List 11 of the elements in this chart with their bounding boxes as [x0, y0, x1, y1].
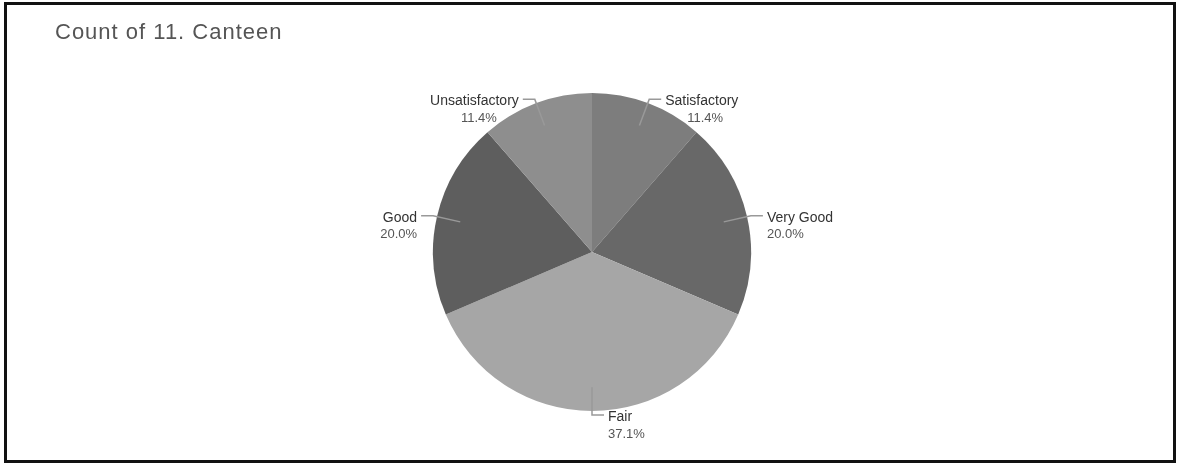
slice-label: Very Good [766, 208, 834, 225]
data-label: 11.4% [460, 109, 498, 125]
text: Count of 11. Canteen [55, 19, 283, 45]
data-label: 20.0% [766, 226, 805, 242]
slice-label: Fair [608, 407, 633, 424]
slice-label: Satisfactory [665, 92, 739, 109]
data-label: 20.0% [380, 226, 418, 242]
slice-label: Unsatisfactory [430, 92, 519, 109]
slice-label: Good [382, 208, 418, 225]
data-label: 37.1% [608, 425, 646, 441]
data-label: 11.4% [687, 109, 724, 125]
